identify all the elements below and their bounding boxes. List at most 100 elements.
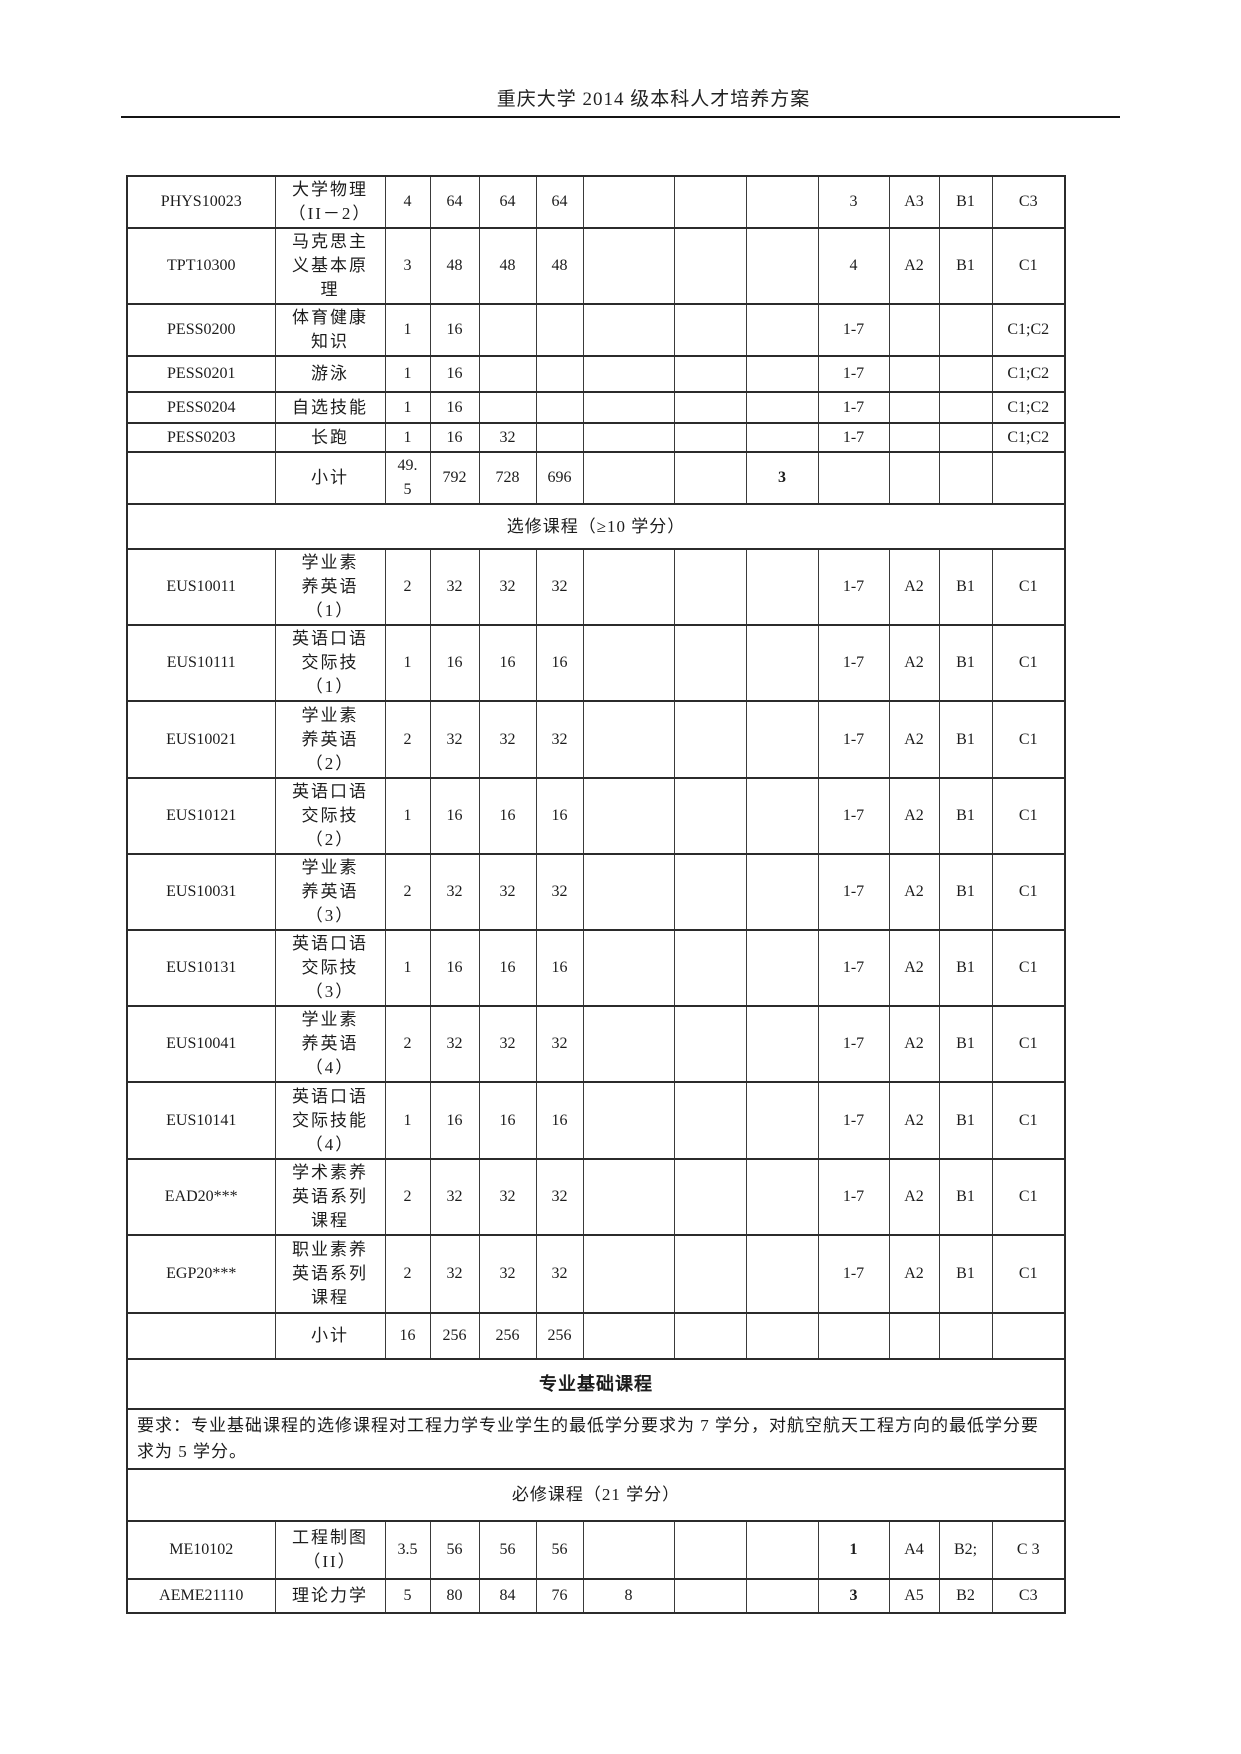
cell-r22-c5: 56	[535, 1520, 584, 1580]
cell-r4-c4	[478, 391, 537, 424]
cell-r8-c2: 2	[384, 548, 431, 626]
cell-r15-c3: 16	[429, 1081, 480, 1160]
cell-r10-c3: 32	[429, 700, 480, 779]
cell-r10-c1: 学业素 养英语 （2）	[274, 700, 386, 779]
cell-r14-c10: A2	[888, 1005, 940, 1083]
cell-r16-c9: 1-7	[817, 1158, 890, 1236]
table-row: 选修课程（≥10 学分）	[126, 503, 1066, 550]
cell-r10-c7	[673, 700, 747, 779]
cell-r1-c2: 3	[384, 227, 431, 305]
cell-r14-c0: EUS10041	[126, 1005, 276, 1083]
cell-r11-c1: 英语口语 交际技 （2）	[274, 777, 386, 855]
cell-r5-c12: C1;C2	[991, 422, 1066, 453]
cell-r4-c1: 自选技能	[274, 391, 386, 424]
cell-r17-c9: 1-7	[817, 1234, 890, 1314]
cell-r5-c2: 1	[384, 422, 431, 453]
cell-r10-c6	[582, 700, 675, 779]
cell-r14-c12: C1	[991, 1005, 1066, 1083]
cell-r2-c8	[745, 303, 819, 357]
cell-r12-c7	[673, 853, 747, 931]
cell-r1-c6	[582, 227, 675, 305]
table-row: 小计 49. 5 792 728 696 3	[126, 451, 1066, 505]
table-row: PESS0201 游泳 1 16 1-7 C1;C2	[126, 355, 1066, 393]
cell-r5-c9: 1-7	[817, 422, 890, 453]
cell-r11-c7	[673, 777, 747, 855]
cell-r4-c2: 1	[384, 391, 431, 424]
section-row-20: 要求：专业基础课程的选修课程对工程力学专业学生的最低学分要求为 7 学分，对航空…	[126, 1408, 1066, 1470]
cell-r3-c4	[478, 355, 537, 393]
cell-r5-c3: 16	[429, 422, 480, 453]
cell-r10-c4: 32	[478, 700, 537, 779]
cell-r23-c4: 84	[478, 1578, 537, 1614]
section-row-19: 专业基础课程	[126, 1358, 1066, 1410]
cell-r2-c0: PESS0200	[126, 303, 276, 357]
cell-r3-c8	[745, 355, 819, 393]
cell-r5-c1: 长跑	[274, 422, 386, 453]
cell-r3-c9: 1-7	[817, 355, 890, 393]
cell-r9-c3: 16	[429, 624, 480, 702]
cell-r8-c0: EUS10011	[126, 548, 276, 626]
cell-r6-c9	[817, 451, 890, 505]
cell-r12-c1: 学业素 养英语 （3）	[274, 853, 386, 931]
cell-r10-c0: EUS10021	[126, 700, 276, 779]
cell-r23-c11: B2	[938, 1578, 993, 1614]
cell-r22-c10: A4	[888, 1520, 940, 1580]
cell-r8-c5: 32	[535, 548, 584, 626]
cell-r13-c7	[673, 929, 747, 1007]
table-row: 要求：专业基础课程的选修课程对工程力学专业学生的最低学分要求为 7 学分，对航空…	[126, 1408, 1066, 1470]
cell-r3-c10	[888, 355, 940, 393]
cell-r8-c9: 1-7	[817, 548, 890, 626]
cell-r12-c3: 32	[429, 853, 480, 931]
cell-r14-c9: 1-7	[817, 1005, 890, 1083]
cell-r15-c1: 英语口语 交际技能 （4）	[274, 1081, 386, 1160]
cell-r4-c12: C1;C2	[991, 391, 1066, 424]
cell-r10-c5: 32	[535, 700, 584, 779]
cell-r5-c11	[938, 422, 993, 453]
cell-r4-c11	[938, 391, 993, 424]
cell-r16-c0: EAD20***	[126, 1158, 276, 1236]
cell-r1-c0: TPT10300	[126, 227, 276, 305]
cell-r14-c11: B1	[938, 1005, 993, 1083]
cell-r15-c0: EUS10141	[126, 1081, 276, 1160]
cell-r1-c4: 48	[478, 227, 537, 305]
cell-r4-c6	[582, 391, 675, 424]
table-row: EGP20*** 职业素养 英语系列 课程 2 32 32 32 1-7 A2 B1 C1	[126, 1234, 1066, 1314]
cell-r12-c12: C1	[991, 853, 1066, 931]
cell-r10-c8	[745, 700, 819, 779]
cell-r23-c1: 理论力学	[274, 1578, 386, 1614]
cell-r5-c8	[745, 422, 819, 453]
cell-r23-c6: 8	[582, 1578, 675, 1614]
cell-r3-c3: 16	[429, 355, 480, 393]
cell-r18-c8	[745, 1312, 819, 1360]
cell-r23-c0: AEME21110	[126, 1578, 276, 1614]
cell-r18-c11	[938, 1312, 993, 1360]
cell-r14-c8	[745, 1005, 819, 1083]
cell-r15-c8	[745, 1081, 819, 1160]
table-row: 必修课程（21 学分）	[126, 1468, 1066, 1522]
cell-r17-c11: B1	[938, 1234, 993, 1314]
cell-r16-c8	[745, 1158, 819, 1236]
cell-r23-c3: 80	[429, 1578, 480, 1614]
cell-r3-c12: C1;C2	[991, 355, 1066, 393]
cell-r8-c10: A2	[888, 548, 940, 626]
cell-r16-c4: 32	[478, 1158, 537, 1236]
cell-r0-c10: A3	[888, 175, 940, 229]
cell-r13-c9: 1-7	[817, 929, 890, 1007]
cell-r0-c4: 64	[478, 175, 537, 229]
cell-r13-c11: B1	[938, 929, 993, 1007]
cell-r18-c12	[991, 1312, 1066, 1360]
cell-r9-c8	[745, 624, 819, 702]
cell-r8-c6	[582, 548, 675, 626]
cell-r6-c5: 696	[535, 451, 584, 505]
cell-r22-c6	[582, 1520, 675, 1580]
cell-r23-c10: A5	[888, 1578, 940, 1614]
table-row: EAD20*** 学术素养 英语系列 课程 2 32 32 32 1-7 A2 B1 C1	[126, 1158, 1066, 1236]
table-row: TPT10300 马克思主 义基本原 理 3 48 48 48 4 A2 B1 C1	[126, 227, 1066, 305]
cell-r3-c7	[673, 355, 747, 393]
cell-r9-c6	[582, 624, 675, 702]
cell-r16-c12: C1	[991, 1158, 1066, 1236]
cell-r13-c0: EUS10131	[126, 929, 276, 1007]
cell-r5-c0: PESS0203	[126, 422, 276, 453]
cell-r11-c9: 1-7	[817, 777, 890, 855]
cell-r5-c4: 32	[478, 422, 537, 453]
